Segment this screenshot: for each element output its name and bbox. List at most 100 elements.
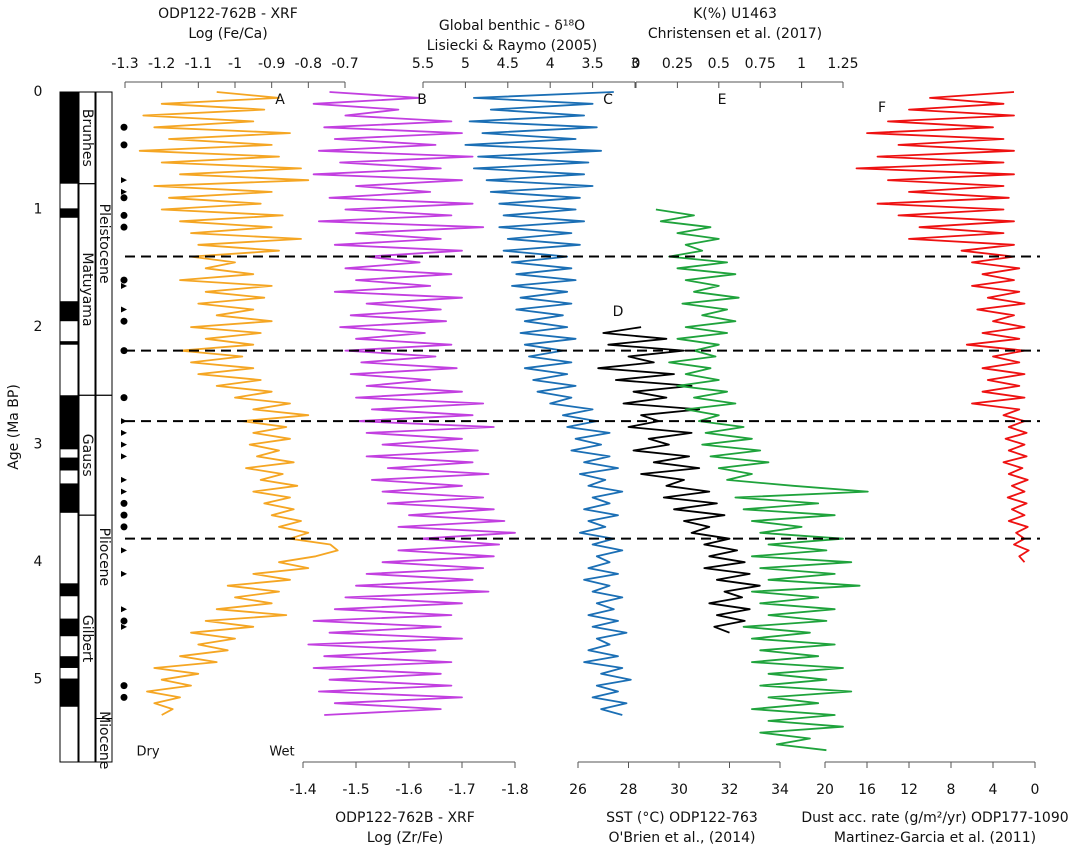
triangle-marker <box>121 488 127 495</box>
x-tick-label: 30 <box>670 782 688 798</box>
panel-letter: B <box>417 92 427 108</box>
normal-polarity <box>60 395 78 450</box>
x-tick-label: -0.8 <box>295 56 322 72</box>
dot-marker <box>120 123 128 131</box>
normal-polarity <box>60 483 78 513</box>
chron-label: Gauss <box>79 434 95 477</box>
annotation: Dry <box>136 745 159 760</box>
x-tick-label: -1.3 <box>111 56 138 72</box>
chron-label: Gilbert <box>79 615 95 663</box>
x-tick-label: 4.5 <box>497 56 519 72</box>
chron-label: Brunhes <box>79 109 95 167</box>
x-tick-label: 4 <box>989 782 998 798</box>
dot-marker <box>120 317 128 325</box>
chron-label: Matuyama <box>79 252 95 326</box>
triangle-marker <box>121 441 127 448</box>
x-tick-label: 5.5 <box>412 56 434 72</box>
y-axis-title: Age (Ma BP) <box>6 384 22 470</box>
x-tick-label: -1.7 <box>448 782 475 798</box>
x-tick-label: 8 <box>947 782 956 798</box>
x-tick-label: 0 <box>632 56 641 72</box>
x-tick-label: 3 <box>631 56 640 72</box>
epoch-box <box>95 718 113 763</box>
axis-title: K(%) U1463 <box>693 6 777 22</box>
dot-marker <box>120 223 128 231</box>
x-tick-label: -1.5 <box>342 782 369 798</box>
x-tick-label: 34 <box>771 782 789 798</box>
triangle-marker <box>121 429 127 436</box>
dot-marker <box>120 194 128 202</box>
dot-marker <box>120 141 128 149</box>
x-tick-label: 12 <box>900 782 918 798</box>
axis-subtitle: Log (Zr/Fe) <box>367 830 443 846</box>
dot-marker <box>120 617 128 625</box>
x-tick-label: 1 <box>797 56 806 72</box>
triangle-marker <box>121 418 127 425</box>
x-tick-label: 5 <box>461 56 470 72</box>
x-tick-label: 0.5 <box>708 56 730 72</box>
triangle-marker <box>121 547 127 554</box>
proxy-line <box>307 91 516 716</box>
panel-letter: F <box>878 100 886 116</box>
normal-polarity <box>60 208 78 218</box>
dot-marker <box>120 394 128 402</box>
dot-marker <box>120 523 128 531</box>
normal-polarity <box>60 656 78 668</box>
triangle-marker <box>121 570 127 577</box>
x-tick-label: -1.4 <box>289 782 316 798</box>
x-tick-label: 3.5 <box>581 56 603 72</box>
chron-box <box>78 514 96 763</box>
normal-polarity <box>60 457 78 471</box>
triangle-marker <box>121 606 127 613</box>
dot-marker <box>120 499 128 507</box>
triangle-marker <box>121 306 127 313</box>
proxy-line <box>464 91 632 716</box>
x-tick-label: 32 <box>721 782 739 798</box>
axis-subtitle: Martinez-Garcia et al. (2011) <box>834 830 1036 846</box>
y-tick-label: 5 <box>34 672 43 688</box>
x-tick-label: 4 <box>546 56 555 72</box>
dot-marker <box>120 347 128 355</box>
panel-letter: E <box>718 92 727 108</box>
axis-subtitle: O'Brien et al., (2014) <box>609 830 756 846</box>
axis-subtitle: Log (Fe/Ca) <box>188 26 267 42</box>
y-tick-label: 0 <box>34 84 43 100</box>
x-tick-label: -1.8 <box>501 782 528 798</box>
normal-polarity <box>60 678 78 707</box>
dot-marker <box>120 276 128 284</box>
dot-marker <box>120 693 128 701</box>
x-tick-label: 28 <box>620 782 638 798</box>
triangle-marker <box>121 476 127 483</box>
x-tick-label: 1.25 <box>827 56 858 72</box>
triangle-marker <box>121 623 127 630</box>
proxy-line <box>138 91 339 716</box>
normal-polarity <box>60 583 78 597</box>
x-tick-label: 26 <box>569 782 587 798</box>
proxy-line <box>655 208 869 752</box>
y-tick-label: 1 <box>34 202 43 218</box>
x-tick-label: -1.1 <box>185 56 212 72</box>
epoch-label: Pliocene <box>96 528 112 587</box>
epoch-label: Miocene <box>96 711 112 769</box>
panel-letter: C <box>603 92 613 108</box>
panel-letter: D <box>613 304 624 320</box>
dot-marker <box>120 511 128 519</box>
triangle-marker <box>121 282 127 289</box>
x-tick-label: -1.6 <box>395 782 422 798</box>
normal-polarity <box>60 92 78 184</box>
x-tick-label: -1 <box>228 56 242 72</box>
x-tick-label: 0.25 <box>662 56 693 72</box>
x-tick-label: -0.9 <box>258 56 285 72</box>
dot-marker <box>120 211 128 219</box>
axis-title: SST (°C) ODP122-763 <box>606 810 758 826</box>
normal-polarity <box>60 341 78 345</box>
x-tick-label: 20 <box>816 782 834 798</box>
x-tick-label: 0 <box>1031 782 1040 798</box>
x-tick-label: -0.7 <box>331 56 358 72</box>
axis-title: ODP122-762B - XRF <box>335 810 475 826</box>
triangle-marker <box>121 177 127 184</box>
triangle-marker <box>121 188 127 195</box>
proxy-line <box>597 326 761 634</box>
